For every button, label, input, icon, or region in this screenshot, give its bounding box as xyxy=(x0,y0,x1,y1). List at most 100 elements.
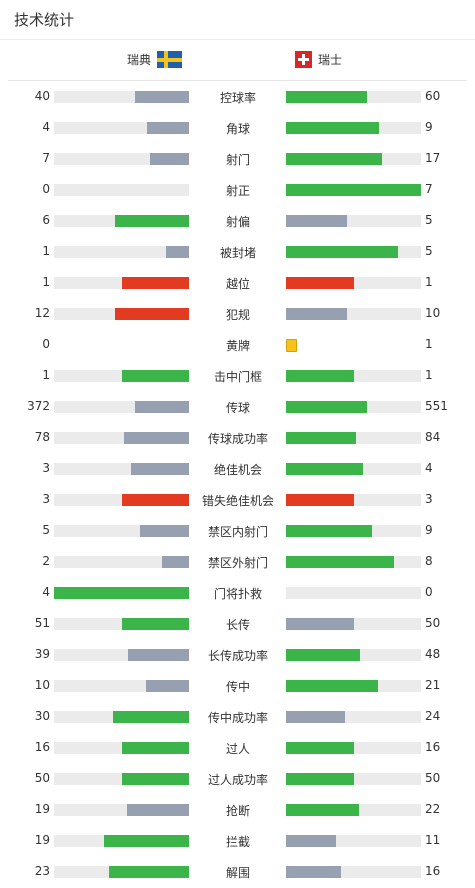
stat-label: 射偏 xyxy=(225,215,250,229)
away-stat-bar xyxy=(286,153,421,165)
away-stat-value: 60 xyxy=(425,89,441,103)
home-stat-bar-fill xyxy=(121,618,189,630)
away-stat-bar-fill xyxy=(286,835,336,847)
stat-row: 1 越位 1 xyxy=(0,267,475,298)
stat-row: 78 传球成功率 84 xyxy=(0,422,475,453)
home-stat-value: 39 xyxy=(34,647,50,661)
stat-row: 4 角球 9 xyxy=(0,112,475,143)
away-stat-bar-fill xyxy=(286,804,359,816)
stat-row: 0 射正 7 xyxy=(0,174,475,205)
away-stat-value: 5 xyxy=(425,213,433,227)
away-stat-value: 9 xyxy=(425,523,433,537)
away-team[interactable]: 瑞士 xyxy=(295,51,342,68)
away-stat-bar xyxy=(286,773,421,785)
home-stat-bar-fill xyxy=(54,587,189,599)
away-stat-value: 21 xyxy=(425,678,441,692)
home-stat-value: 12 xyxy=(34,306,50,320)
stat-label: 拦截 xyxy=(225,835,250,849)
yellow-card-icon xyxy=(286,339,297,352)
home-stat-value: 78 xyxy=(34,430,50,444)
away-stat-bar-fill xyxy=(286,680,378,692)
switzerland-flag-icon xyxy=(295,51,312,68)
stat-label: 过人 xyxy=(225,742,250,756)
stat-row: 16 过人 16 xyxy=(0,732,475,763)
away-stat-bar xyxy=(286,525,421,537)
home-stat-bar-fill xyxy=(121,742,189,754)
stats-list: 40 控球率 60 4 角球 9 7 射门 17 0 射正 7 6 射偏 5 1 被封堵 5 1 越位 1 12 犯规 10 0… xyxy=(0,81,475,887)
away-stat-bar-fill xyxy=(286,246,399,258)
stat-row: 50 过人成功率 50 xyxy=(0,763,475,794)
stat-row: 1 击中门框 1 xyxy=(0,360,475,391)
home-stat-bar xyxy=(54,649,189,661)
home-stat-bar-fill xyxy=(147,122,189,134)
home-stat-value: 7 xyxy=(42,151,50,165)
home-stat-bar-fill xyxy=(124,432,189,444)
home-stat-bar xyxy=(54,525,189,537)
home-stat-bar xyxy=(54,401,189,413)
away-stat-bar-fill xyxy=(286,525,373,537)
home-stat-value: 51 xyxy=(34,616,50,630)
away-stat-bar-fill xyxy=(286,463,363,475)
stat-label: 角球 xyxy=(225,122,250,136)
home-stat-bar xyxy=(54,246,189,258)
away-stat-bar xyxy=(286,711,421,723)
home-stat-bar-fill xyxy=(121,773,189,785)
home-stat-value: 1 xyxy=(42,275,50,289)
stat-row: 40 控球率 60 xyxy=(0,81,475,112)
home-stat-bar xyxy=(54,773,189,785)
stat-row: 7 射门 17 xyxy=(0,143,475,174)
home-stat-value: 23 xyxy=(34,864,50,878)
stat-row: 23 解围 16 xyxy=(0,856,475,887)
away-stat-value: 7 xyxy=(425,182,433,196)
stat-row: 1 被封堵 5 xyxy=(0,236,475,267)
away-stat-bar-fill xyxy=(286,711,346,723)
away-stat-value: 9 xyxy=(425,120,433,134)
home-stat-value: 372 xyxy=(27,399,50,413)
home-stat-bar-fill xyxy=(145,680,189,692)
home-stat-value: 5 xyxy=(42,523,50,537)
home-stat-value: 30 xyxy=(34,709,50,723)
home-stat-bar xyxy=(54,866,189,878)
home-stat-bar-fill xyxy=(162,556,189,568)
away-stat-bar xyxy=(286,184,421,196)
stat-label: 错失绝佳机会 xyxy=(201,494,274,508)
stat-row: 4 门将扑救 0 xyxy=(0,577,475,608)
home-stat-value: 10 xyxy=(34,678,50,692)
home-stat-bar xyxy=(54,215,189,227)
home-stat-bar xyxy=(54,432,189,444)
away-stat-bar xyxy=(286,494,421,506)
stat-label: 传中成功率 xyxy=(207,711,268,725)
away-stat-bar-fill xyxy=(286,91,367,103)
stat-label: 门将扑救 xyxy=(213,587,262,601)
stat-row: 2 禁区外射门 8 xyxy=(0,546,475,577)
stat-label: 传球 xyxy=(225,401,250,415)
stat-label: 传中 xyxy=(225,680,250,694)
away-stat-bar-fill xyxy=(286,432,357,444)
home-stat-bar xyxy=(54,804,189,816)
away-stat-value: 16 xyxy=(425,740,441,754)
away-stat-bar-fill xyxy=(286,649,361,661)
home-stat-bar xyxy=(54,308,189,320)
away-stat-bar-fill xyxy=(286,618,354,630)
away-stat-value: 50 xyxy=(425,771,441,785)
home-stat-bar-fill xyxy=(126,804,189,816)
away-stat-bar-fill xyxy=(286,773,354,785)
stat-label: 解围 xyxy=(225,866,250,880)
home-stat-value: 4 xyxy=(42,585,50,599)
stat-label: 绝佳机会 xyxy=(213,463,262,477)
away-stat-value: 0 xyxy=(425,585,433,599)
stat-label: 禁区内射门 xyxy=(207,525,268,539)
home-team[interactable]: 瑞典 xyxy=(127,51,182,68)
away-stat-bar xyxy=(286,587,421,599)
away-stat-bar-fill xyxy=(286,401,367,413)
away-stat-bar xyxy=(286,804,421,816)
away-stat-bar xyxy=(286,91,421,103)
away-stat-bar xyxy=(286,215,421,227)
home-stat-bar xyxy=(54,153,189,165)
away-stat-bar xyxy=(286,680,421,692)
stat-row: 12 犯规 10 xyxy=(0,298,475,329)
away-stat-value: 3 xyxy=(425,492,433,506)
away-stat-bar-fill xyxy=(286,277,354,289)
home-stat-bar xyxy=(54,122,189,134)
away-stat-bar-fill xyxy=(286,494,354,506)
